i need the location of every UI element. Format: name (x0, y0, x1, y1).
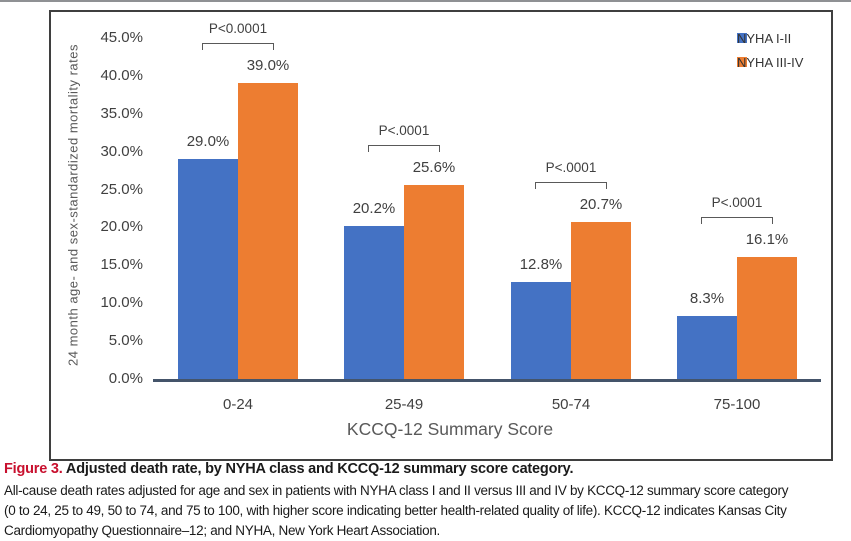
y-tick-label: 0.0% (108, 370, 143, 387)
x-tick-label: 50-74 (551, 396, 591, 413)
caption-line: (0 to 24, 25 to 49, 50 to 74, and 75 to … (4, 503, 787, 518)
legend-label: NYHA III-IV (737, 54, 804, 70)
y-tick-label: 35.0% (100, 104, 143, 122)
bar-value-label: 25.6% (412, 159, 456, 176)
caption-line: All-cause death rates adjusted for age a… (4, 483, 789, 498)
bar-nyha-i-ii (178, 159, 238, 379)
y-tick-label: 30.0% (100, 142, 143, 160)
x-tick-label: 75-100 (713, 396, 761, 413)
bar-nyha-iii-iv (238, 83, 298, 379)
y-tick-label: 45.0% (100, 28, 143, 46)
y-tick-label: 25.0% (100, 180, 143, 198)
bar-value-label: 12.8% (519, 256, 563, 273)
p-value-label: P<0.0001 (208, 21, 268, 36)
figure-label: Figure 3. (4, 461, 63, 477)
bar-nyha-i-ii (677, 316, 737, 379)
page-top-rule (0, 0, 851, 2)
caption-line: Cardiomyopathy Questionnaire–12; and NYH… (4, 523, 440, 538)
x-axis-line (153, 379, 821, 382)
bar-nyha-iii-iv (571, 222, 631, 379)
bar-value-label: 39.0% (246, 57, 290, 74)
legend-label: NYHA I-II (737, 30, 792, 46)
figure-3-bar-chart: 0.0% 5.0% 10.0% 15.0% 20.0% 25.0% 30.0% 35.0% 40… (49, 10, 833, 461)
figure-caption-heading: Figure 3. Adjusted death rate, by NYHA c… (4, 461, 849, 477)
bar-nyha-iii-iv (404, 185, 464, 379)
y-tick-label: 40.0% (100, 66, 143, 84)
p-value-bracket (701, 217, 773, 224)
x-tick-label: 0-24 (222, 396, 254, 413)
y-tick-label: 15.0% (100, 256, 143, 274)
p-value-bracket (535, 182, 607, 189)
bar-value-label: 16.1% (745, 231, 789, 248)
bar-nyha-iii-iv (737, 257, 797, 379)
x-tick-label: 25-49 (384, 396, 424, 413)
legend-swatch-icon (737, 33, 747, 43)
bar-value-label: 20.7% (579, 196, 623, 213)
bar-nyha-i-ii (511, 282, 571, 379)
p-value-bracket (202, 43, 274, 50)
y-tick-label: 5.0% (108, 332, 143, 350)
legend-swatch-icon (737, 57, 747, 67)
y-axis-title: 24 month age- and sex-standardized morta… (65, 44, 81, 366)
p-value-label: P<.0001 (378, 123, 430, 138)
x-axis-title: KCCQ-12 Summary Score (346, 419, 554, 439)
p-value-bracket (368, 145, 440, 152)
figure-title: Adjusted death rate, by NYHA class and K… (62, 461, 574, 477)
bar-nyha-i-ii (344, 226, 404, 379)
y-tick-label: 10.0% (100, 294, 143, 312)
y-tick-label: 20.0% (100, 218, 143, 236)
figure-caption: Figure 3. Adjusted death rate, by NYHA c… (4, 461, 849, 541)
bar-value-label: 29.0% (186, 133, 230, 150)
p-value-label: P<.0001 (711, 195, 763, 210)
p-value-label: P<.0001 (545, 160, 597, 175)
bar-value-label: 8.3% (689, 290, 725, 307)
bar-value-label: 20.2% (352, 200, 396, 217)
figure-caption-body: All-cause death rates adjusted for age a… (4, 481, 849, 541)
